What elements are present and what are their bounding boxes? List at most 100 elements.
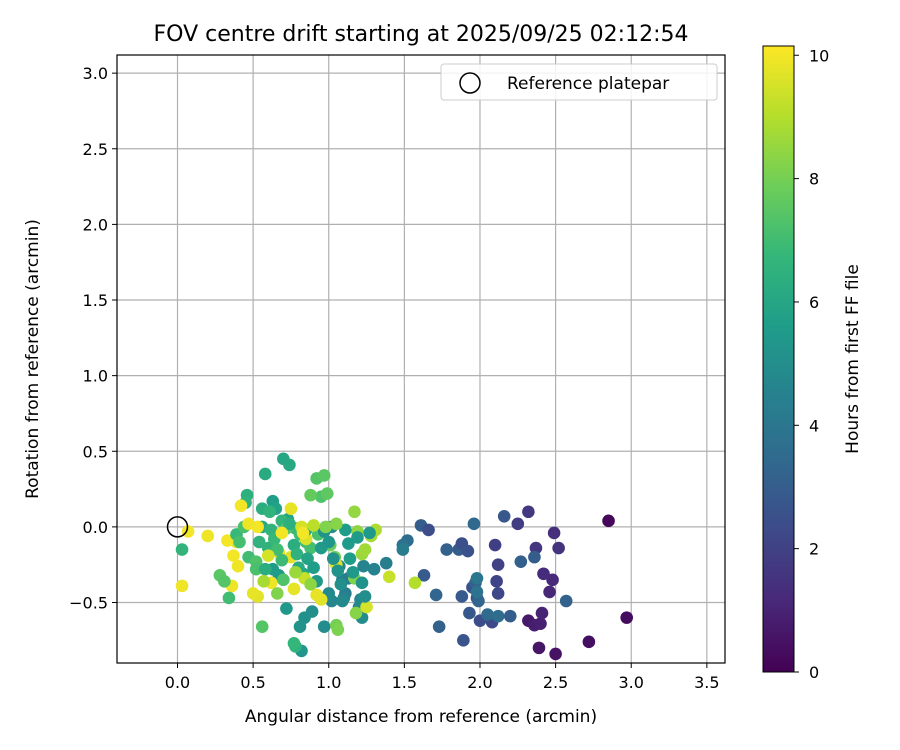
data-point [535,606,549,620]
data-point [339,523,352,537]
y-tick-label: 1.0 [83,367,108,386]
y-tick-label: 1.5 [83,291,108,310]
x-tick-label: 3.0 [619,673,644,692]
data-point [320,487,334,500]
data-point [252,535,266,549]
data-point [258,562,272,576]
data-point [351,531,364,544]
data-point [470,572,484,585]
data-point [326,552,340,565]
data-point [271,587,284,600]
legend-box [440,63,718,101]
data-point [360,600,373,614]
data-point [283,517,296,531]
data-point [234,499,248,513]
data-point [296,526,310,540]
data-point [620,611,633,624]
y-tick-label: −0.5 [69,594,108,613]
x-tick-label: 3.5 [694,673,719,692]
data-point [301,552,314,565]
data-point [346,565,360,579]
data-point [334,578,348,591]
data-point [331,623,345,637]
data-point [175,543,189,556]
data-point [218,575,231,588]
data-point [319,520,333,534]
x-tick-label: 2.0 [467,673,492,692]
x-tick-label: 2.5 [543,673,568,692]
data-point [514,555,528,568]
data-point [522,505,535,519]
chart-title: FOV centre drift starting at 2025/09/25 … [154,22,689,47]
data-point [275,526,289,540]
data-point [233,535,246,549]
x-tick-label: 1.0 [316,673,341,692]
data-point [467,517,481,531]
data-point [537,567,550,581]
data-point [246,587,260,600]
x-tick-label: 0.5 [240,673,265,692]
y-tick-label: 2.0 [83,215,108,234]
data-point [396,543,410,556]
data-point [552,541,565,555]
data-point [258,467,272,481]
legend-label: Reference platepar [507,74,669,94]
colorbar-gradient [762,45,795,673]
data-point [331,564,345,578]
y-axis-label: Rotation from reference (arcmin) [23,219,43,499]
x-tick-label: 0.0 [165,673,190,692]
data-point [491,587,505,600]
data-point [503,609,517,623]
data-point [287,637,301,650]
data-point [490,575,503,588]
data-point [304,488,317,502]
data-point [379,556,393,570]
plot-frame [116,54,726,664]
data-point [330,517,343,531]
data-point [348,505,361,519]
data-point [422,523,435,537]
colorbar-tick-label: 6 [809,293,819,312]
y-tick-label: 0.0 [83,518,108,537]
colorbar-tick-label: 2 [809,540,819,559]
data-point [283,458,296,472]
x-tick-label: 1.5 [392,673,417,692]
legend-marker [459,72,481,94]
data-point [255,620,269,634]
data-point [457,634,470,647]
data-point [546,573,559,587]
data-point [317,620,331,634]
data-point [277,573,290,587]
data-point [222,591,236,605]
y-tick-label: 2.5 [83,140,108,159]
data-point [263,505,277,519]
data-point [491,558,505,571]
legend: Reference platepar [440,63,718,101]
data-point [463,606,476,620]
y-tick-label: 3.0 [83,64,108,83]
data-point [549,647,562,661]
data-point [470,585,484,599]
data-point [284,502,298,516]
colorbar-tick-label: 10 [809,46,829,65]
data-point [280,602,293,615]
x-axis-label: Angular distance from reference (arcmin) [245,707,597,727]
data-point [322,535,336,549]
data-point [602,514,615,528]
data-point [317,469,331,482]
data-point [307,519,320,532]
colorbar-tick-label: 8 [809,170,819,189]
data-point [357,559,370,573]
colorbar-label: Hours from first FF file [843,264,863,454]
data-point [343,552,357,565]
data-point [293,620,307,634]
data-point [175,579,189,593]
data-point [488,538,502,552]
data-point [289,565,302,579]
data-point [382,570,396,584]
points-group [175,452,633,661]
data-point [440,543,454,556]
data-point [429,588,443,602]
reference-marker [166,516,189,538]
data-point [461,544,475,558]
